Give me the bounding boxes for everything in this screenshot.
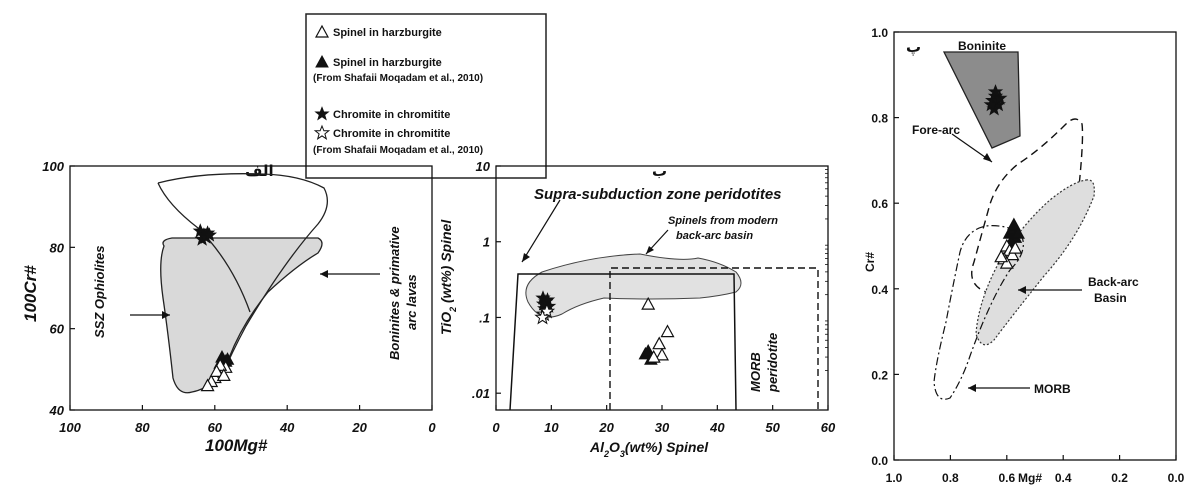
legend-item-open-star: Chromite in chromitite (From Shafaii Moq… (313, 125, 483, 156)
chart-1-frame (69, 165, 433, 411)
y-tick-label: 1.0 (871, 26, 888, 40)
chart-3-x-ticks: 1.0 0.8 0.6 0.4 0.2 0.0 (886, 455, 1184, 485)
x-tick-label: 50 (765, 420, 780, 435)
x-tick-label: 60 (821, 420, 836, 435)
x-tick-label: 20 (598, 420, 614, 435)
legend-box (305, 13, 547, 179)
chart-3-backarc-arrow-head (1018, 286, 1026, 294)
x-tick-label: 0.0 (1168, 471, 1184, 485)
legend-note-4: (From Shafaii Moqadam et al., 2010) (313, 145, 483, 156)
chart-1-ssz-arrow-head (162, 311, 170, 319)
chart-2-y-ticks: 10 1 .1 .01 (472, 159, 828, 401)
chart-3-backarc-label-1: Back-arc (1088, 275, 1139, 289)
chart-2-ssz-arrow (521, 199, 561, 263)
y-tick-label: 0.0 (871, 454, 888, 468)
chart-1-boninite-label-2: arc lavas (404, 274, 419, 330)
y-tick-label: 0.8 (871, 112, 888, 126)
x-tick-label: 80 (135, 420, 150, 435)
chart-1: الف SSZ Ophiolites Boninites & primative… (21, 159, 436, 455)
chart-2-ssz-arrow-head (522, 253, 530, 262)
y-tick-label: 1 (483, 235, 490, 250)
x-tick-label: 0.2 (1111, 471, 1128, 485)
chart-1-ssz-field (160, 237, 323, 394)
chart-3-backarc-label-2: Basin (1094, 291, 1127, 305)
chart-3: پ Boninite Fore-arc Back-arc Basin MORB … (863, 26, 1184, 485)
x-tick-label: 100 (59, 420, 81, 435)
chart-2-x-ticks: 0 10 20 30 40 50 60 (492, 405, 836, 435)
legend-label-4: Chromite in chromitite (333, 128, 450, 140)
chart-3-xlabel: Mg# (1018, 471, 1042, 485)
chart-1-x-ticks: 100 80 60 40 20 0 (59, 405, 436, 435)
x-tick-label: 10 (544, 420, 559, 435)
y-tick-label: 10 (476, 159, 491, 174)
y-tick-label: 0.2 (871, 368, 888, 382)
x-tick-label: 40 (279, 420, 295, 435)
chart-1-panel-label: الف (245, 163, 274, 180)
chart-2-backarc-label-1: Spinels from modern (668, 215, 778, 227)
chart-2-backarc-arrow-head (646, 246, 654, 254)
legend-note-2: (From Shafaii Moqadam et al., 2010) (313, 73, 483, 84)
chart-3-backarc-field (975, 179, 1095, 346)
y-tick-label: 0.4 (871, 283, 888, 297)
legend-label-3: Chromite in chromitite (333, 109, 450, 121)
chart-2: ب Supra-subduction zone peridotites Spin… (438, 159, 836, 459)
y-tick-label: 100 (42, 159, 64, 174)
legend-label-1: Spinel in harzburgite (333, 27, 442, 39)
x-tick-label: 0.4 (1055, 471, 1072, 485)
chart-1-boninite-field (157, 173, 329, 381)
chart-2-morb-label-1: MORB (748, 352, 763, 392)
chart-2-ssz-label: Supra-subduction zone peridotites (534, 186, 782, 203)
open-triangle-point (652, 337, 666, 350)
chart-1-boninite-arrow-head (320, 270, 328, 278)
chart-1-ssz-label: SSZ Ophiolites (92, 246, 107, 338)
x-tick-label: 0.6 (998, 471, 1015, 485)
x-tick-label: 40 (709, 420, 725, 435)
legend: Spinel in harzburgite Spinel in harzburg… (305, 13, 547, 179)
chart-2-xlabel: Al2O3(wt%) Spinel (589, 439, 709, 459)
chart-1-boninite-label-1: Boninites & primative (387, 226, 402, 360)
y-tick-label: 60 (50, 322, 65, 337)
chart-3-ylabel: Cr# (863, 252, 877, 272)
y-tick-label: 80 (50, 240, 65, 255)
chart-3-morb-field (933, 225, 1024, 400)
chart-3-morb-label: MORB (1034, 382, 1071, 396)
x-tick-label: 0 (492, 420, 500, 435)
legend-label-2: Spinel in harzburgite (333, 57, 442, 69)
open-triangle-point (641, 297, 655, 310)
chart-2-panel-label: ب (652, 163, 667, 180)
y-tick-label: 0.6 (871, 197, 888, 211)
chart-2-morb-label-2: peridotite (765, 333, 780, 393)
x-tick-label: 1.0 (886, 471, 903, 485)
chart-2-ssz-field (509, 273, 737, 411)
chart-3-y-ticks: 1.0 0.8 0.6 0.4 0.2 0.0 (871, 26, 899, 468)
chart-2-morb-field (609, 267, 819, 410)
y-tick-label: .01 (472, 386, 490, 401)
chart-3-panel-label: پ (906, 39, 921, 56)
chart-1-xlabel: 100Mg# (205, 436, 268, 455)
y-tick-label: .1 (479, 310, 490, 325)
chart-3-forearc-label: Fore-arc (912, 123, 960, 137)
x-tick-label: 30 (655, 420, 670, 435)
legend-item-filled-triangle: Spinel in harzburgite (From Shafaii Moqa… (313, 55, 483, 84)
x-tick-label: 20 (351, 420, 367, 435)
chart-3-boninite-label: Boninite (958, 39, 1006, 53)
chart-3-forearc-arrow-head (983, 153, 992, 162)
open-triangle-point (660, 325, 675, 338)
x-tick-label: 0.8 (942, 471, 959, 485)
x-tick-label: 0 (428, 420, 436, 435)
chart-3-frame (893, 31, 1177, 461)
legend-item-filled-star: Chromite in chromitite (314, 106, 450, 121)
chart-2-ylabel: TiO2 (wt%) Spinel (438, 219, 458, 335)
chart-3-morb-arrow-head (968, 384, 976, 392)
chart-2-backarc-label-2: back-arc basin (676, 230, 753, 242)
chart-3-boninite-field (942, 51, 1021, 149)
x-tick-label: 60 (208, 420, 223, 435)
y-tick-label: 40 (49, 403, 65, 418)
legend-item-open-triangle: Spinel in harzburgite (315, 25, 442, 39)
chart-2-backarc-field (525, 253, 742, 318)
chart-1-ylabel: 100Cr# (21, 265, 40, 322)
chart-1-y-ticks: 100 80 60 40 (42, 159, 75, 418)
